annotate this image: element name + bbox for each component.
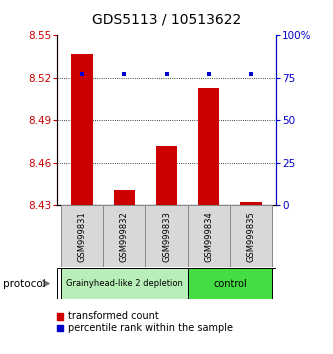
Bar — [146, 205, 187, 267]
Text: percentile rank within the sample: percentile rank within the sample — [68, 323, 232, 333]
Text: transformed count: transformed count — [68, 312, 159, 321]
Bar — [57, 313, 63, 320]
Text: GSM999832: GSM999832 — [120, 211, 129, 262]
Bar — [103, 205, 146, 267]
Point — [164, 72, 169, 77]
Text: protocol: protocol — [3, 279, 46, 289]
Point — [206, 72, 211, 77]
Bar — [240, 202, 262, 205]
Bar — [230, 205, 272, 267]
Bar — [61, 268, 187, 299]
Text: GSM999833: GSM999833 — [162, 211, 171, 262]
Bar — [114, 190, 135, 205]
Bar — [57, 325, 63, 331]
Text: GSM999835: GSM999835 — [246, 211, 255, 262]
Text: control: control — [213, 279, 247, 289]
Text: Grainyhead-like 2 depletion: Grainyhead-like 2 depletion — [66, 279, 183, 288]
Bar — [187, 268, 272, 299]
Bar — [61, 205, 103, 267]
Bar — [71, 54, 93, 205]
Point — [122, 72, 127, 77]
Bar — [187, 205, 230, 267]
Text: GSM999834: GSM999834 — [204, 211, 213, 262]
Text: GSM999831: GSM999831 — [78, 211, 87, 262]
Text: GDS5113 / 10513622: GDS5113 / 10513622 — [92, 12, 241, 27]
Point — [248, 72, 254, 77]
Bar — [198, 88, 219, 205]
Point — [79, 72, 85, 77]
Bar — [156, 146, 177, 205]
